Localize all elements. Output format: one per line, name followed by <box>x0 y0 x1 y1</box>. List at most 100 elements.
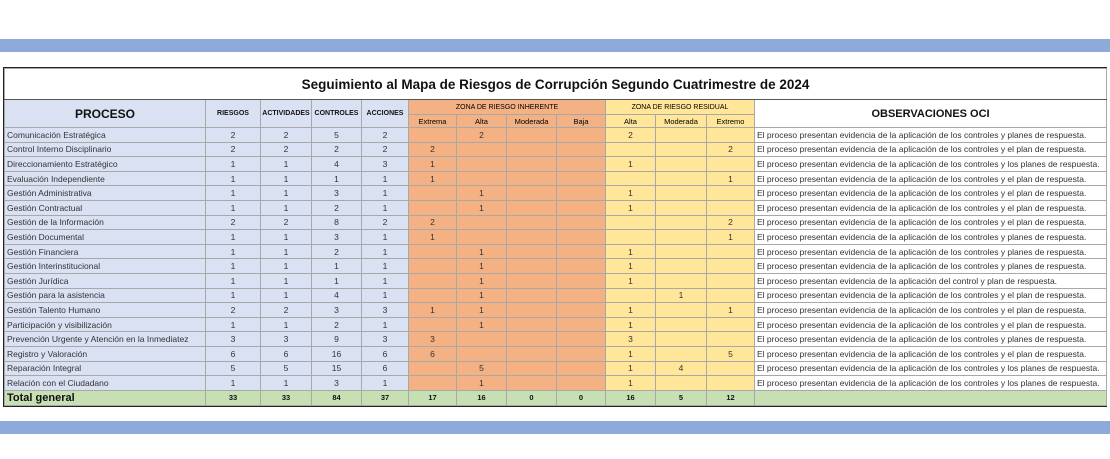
acciones-cell: 1 <box>361 287 409 304</box>
table-row: Evaluación Independiente 1 1 1 1 1 1 El proceso… <box>4 170 1108 187</box>
residual-cell: 1 <box>605 243 656 260</box>
acciones-cell: 3 <box>361 331 409 347</box>
controles-cell: 2 <box>311 199 362 216</box>
inherente-cell <box>408 258 457 274</box>
header-riesgos: RIESGOS <box>205 99 261 128</box>
table-row: Gestión Talento Humano 2 2 3 3 1 1 1 1 El proceso… <box>4 302 1108 318</box>
residual-cell <box>605 170 656 187</box>
inherente-cell <box>456 156 507 172</box>
residual-cell: 1 <box>605 302 656 318</box>
observacion-cell: El proceso presentan evidencia de la apl… <box>753 141 1108 158</box>
riesgos-cell: 1 <box>205 287 261 304</box>
header-actividades: ACTIVIDADES <box>260 99 312 128</box>
controles-cell: 2 <box>311 316 362 333</box>
inherente-cell: 2 <box>456 127 507 143</box>
residual-cell <box>655 302 707 318</box>
residual-cell <box>655 156 707 172</box>
observacion-cell: El proceso presentan evidencia de la apl… <box>753 156 1108 172</box>
table-row: Reparación Integral 5 5 15 6 5 1 4 El proceso pr… <box>4 360 1108 377</box>
observacion-cell: El proceso presentan evidencia de la apl… <box>753 199 1108 216</box>
residual-cell <box>706 375 755 391</box>
acciones-cell: 6 <box>361 345 409 362</box>
header-inh-alta: Alta <box>456 114 507 128</box>
inherente-cell <box>408 243 457 260</box>
residual-cell <box>706 331 755 347</box>
total-actividades: 33 <box>260 389 312 406</box>
residual-cell <box>706 156 755 172</box>
proceso-cell: Direccionamiento Estratégico <box>4 156 206 172</box>
inherente-cell <box>506 229 557 245</box>
header-controles: CONTROLES <box>311 99 362 128</box>
inherente-cell <box>506 170 557 187</box>
actividades-cell: 1 <box>260 156 312 172</box>
inherente-cell <box>456 345 507 362</box>
inherente-cell <box>506 331 557 347</box>
total-inherente: 16 <box>456 389 507 406</box>
inherente-cell <box>556 345 606 362</box>
acciones-cell: 1 <box>361 199 409 216</box>
inherente-cell <box>408 316 457 333</box>
residual-cell: 4 <box>655 360 707 377</box>
inherente-cell <box>556 156 606 172</box>
header-res-alta: Alta <box>605 114 656 128</box>
controles-cell: 9 <box>311 331 362 347</box>
inherente-cell <box>408 287 457 304</box>
table-row: Gestión de la Información 2 2 8 2 2 2 El proces… <box>4 214 1108 231</box>
total-label: Total general <box>4 389 206 406</box>
table-row: Gestión para la asistencia 1 1 4 1 1 1 El proce… <box>4 287 1108 304</box>
inherente-cell: 1 <box>456 258 507 274</box>
controles-cell: 15 <box>311 360 362 377</box>
proceso-cell: Gestión Documental <box>4 229 206 245</box>
inherente-cell <box>556 302 606 318</box>
inherente-cell <box>556 127 606 143</box>
acciones-cell: 1 <box>361 185 409 201</box>
inherente-cell <box>408 375 457 391</box>
observacion-cell: El proceso presentan evidencia de la apl… <box>753 258 1108 274</box>
inherente-cell: 1 <box>408 229 457 245</box>
actividades-cell: 1 <box>260 375 312 391</box>
inherente-cell <box>408 199 457 216</box>
total-observaciones <box>753 389 1108 406</box>
acciones-cell: 2 <box>361 214 409 231</box>
inherente-cell <box>506 375 557 391</box>
residual-cell <box>655 199 707 216</box>
inherente-cell: 2 <box>408 214 457 231</box>
inherente-cell <box>506 127 557 143</box>
residual-cell <box>655 141 707 158</box>
riesgos-cell: 1 <box>205 316 261 333</box>
total-inherente: 0 <box>506 389 557 406</box>
acciones-cell: 2 <box>361 141 409 158</box>
inherente-cell: 1 <box>456 243 507 260</box>
inherente-cell <box>506 214 557 231</box>
inherente-cell <box>556 375 606 391</box>
actividades-cell: 2 <box>260 302 312 318</box>
riesgos-cell: 1 <box>205 170 261 187</box>
residual-cell <box>655 185 707 201</box>
acciones-cell: 1 <box>361 258 409 274</box>
actividades-cell: 1 <box>260 170 312 187</box>
controles-cell: 1 <box>311 272 362 289</box>
residual-cell <box>655 331 707 347</box>
controles-cell: 2 <box>311 141 362 158</box>
inherente-cell <box>506 287 557 304</box>
table-row: Direccionamiento Estratégico 1 1 4 3 1 1 El pro… <box>4 156 1108 172</box>
inherente-cell <box>506 345 557 362</box>
residual-cell <box>706 185 755 201</box>
total-controles: 84 <box>311 389 362 406</box>
acciones-cell: 1 <box>361 229 409 245</box>
inherente-cell: 1 <box>456 185 507 201</box>
acciones-cell: 1 <box>361 272 409 289</box>
observacion-cell: El proceso presentan evidencia de la apl… <box>753 345 1108 362</box>
inherente-cell <box>408 185 457 201</box>
observacion-cell: El proceso presentan evidencia de la apl… <box>753 170 1108 187</box>
residual-cell <box>655 316 707 333</box>
actividades-cell: 1 <box>260 272 312 289</box>
table-row: Gestión Interinstitucional 1 1 1 1 1 1 El proce… <box>4 258 1108 274</box>
table-row: Gestión Jurídica 1 1 1 1 1 1 El proceso present… <box>4 272 1108 289</box>
proceso-cell: Participación y visibilización <box>4 316 206 333</box>
riesgos-cell: 3 <box>205 331 261 347</box>
total-inherente: 0 <box>556 389 606 406</box>
residual-cell: 1 <box>605 345 656 362</box>
residual-cell <box>706 287 755 304</box>
observacion-cell: El proceso presentan evidencia de la apl… <box>753 185 1108 201</box>
